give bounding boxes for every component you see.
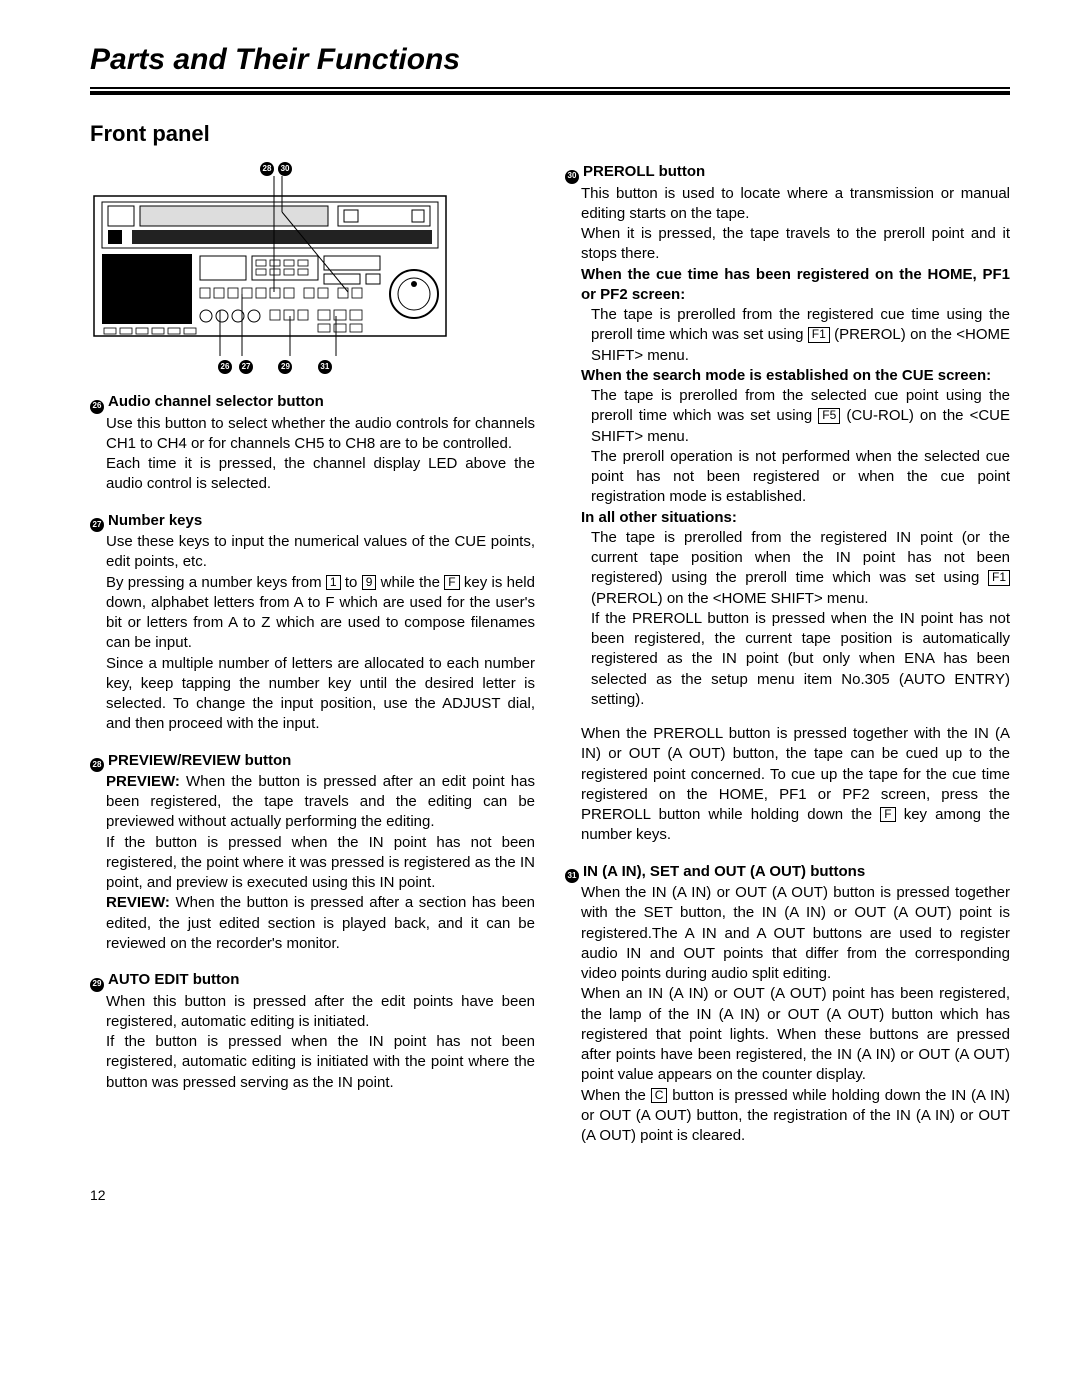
item-28-review: REVIEW: When the button is pressed after… [90, 893, 535, 954]
item-26-title: Audio channel selector button [108, 393, 324, 410]
item-28-preview: PREVIEW: When the button is pressed afte… [90, 772, 535, 833]
rule-top [90, 87, 1010, 89]
callout-31: 31 [318, 360, 332, 374]
key-9: 9 [362, 575, 377, 590]
item-30-title: PREROLL button [583, 163, 705, 180]
item-29-head: 29 AUTO EDIT button [90, 970, 535, 991]
item-26-body-2: Each time it is pressed, the channel dis… [90, 454, 535, 495]
item-26-num-icon: 26 [90, 400, 104, 414]
item-30-h2: When the search mode is established on t… [565, 366, 1010, 386]
key-f1b: F1 [988, 570, 1010, 585]
key-c: C [651, 1088, 668, 1103]
section-subtitle: Front panel [90, 119, 1010, 149]
key-f-c: F [880, 807, 895, 822]
item-30-b3: The tape is prerolled from the registere… [565, 528, 1010, 609]
txt: When the [581, 1087, 651, 1104]
front-panel-diagram [90, 176, 535, 356]
item-26-body-1: Use this button to select whether the au… [90, 414, 535, 455]
item-27-body-1: Use these keys to input the numerical va… [90, 532, 535, 573]
item-31: 31 IN (A IN), SET and OUT (A OUT) buttons… [565, 862, 1010, 1147]
key-f: F [444, 575, 459, 590]
diagram-callouts-bottom: 26 27 29 31 [218, 360, 535, 374]
item-29: 29 AUTO EDIT button When this button is p… [90, 970, 535, 1093]
item-28: 28 PREVIEW/REVIEW button PREVIEW: When th… [90, 751, 535, 955]
item-31-p1: When the IN (A IN) or OUT (A OUT) button… [565, 883, 1010, 984]
txt: By pressing a number keys from [106, 574, 326, 591]
item-28-head: 28 PREVIEW/REVIEW button [90, 751, 535, 772]
item-27: 27 Number keys Use these keys to input th… [90, 511, 535, 735]
item-27-body-2: By pressing a number keys from 1 to 9 wh… [90, 573, 535, 654]
callout-28: 28 [260, 162, 274, 176]
rule-bottom [90, 91, 1010, 95]
item-28-title: PREVIEW/REVIEW button [108, 752, 291, 769]
item-30-b2: The tape is prerolled from the selected … [565, 386, 1010, 447]
item-30-p1: This button is used to locate where a tr… [565, 184, 1010, 225]
two-column-layout: 28 30 [90, 162, 1010, 1162]
item-28-num-icon: 28 [90, 758, 104, 772]
left-column: 28 30 [90, 162, 535, 1162]
item-30-b1: The tape is prerolled from the registere… [565, 305, 1010, 366]
item-30-p3: When the PREROLL button is pressed toget… [565, 724, 1010, 846]
callout-27: 27 [239, 360, 253, 374]
txt: When the button is pressed after a secti… [106, 894, 535, 952]
item-29-body-2: If the button is pressed when the IN poi… [90, 1032, 535, 1093]
txt: to [341, 574, 362, 591]
item-26: 26 Audio channel selector button Use this… [90, 392, 535, 494]
page-number: 12 [90, 1186, 1010, 1205]
item-27-title: Number keys [108, 512, 202, 529]
item-31-p2: When an IN (A IN) or OUT (A OUT) point h… [565, 984, 1010, 1085]
right-column: 30 PREROLL button This button is used to … [565, 162, 1010, 1162]
item-31-p3: When the C button is pressed while holdi… [565, 1086, 1010, 1147]
item-29-title: AUTO EDIT button [108, 971, 239, 988]
item-30-h1: When the cue time has been registered on… [565, 265, 1010, 306]
item-30-p2: When it is pressed, the tape travels to … [565, 224, 1010, 265]
item-30-num-icon: 30 [565, 170, 579, 184]
item-30-b3c: If the PREROLL button is pressed when th… [565, 609, 1010, 710]
item-31-num-icon: 31 [565, 869, 579, 883]
callout-30: 30 [278, 162, 292, 176]
item-31-head: 31 IN (A IN), SET and OUT (A OUT) buttons [565, 862, 1010, 883]
item-30-h3: In all other situations: [565, 508, 1010, 528]
page-title: Parts and Their Functions [90, 40, 1010, 81]
txt: while the [376, 574, 444, 591]
preview-label: PREVIEW: [106, 773, 180, 790]
item-28-preview2: If the button is pressed when the IN poi… [90, 833, 535, 894]
item-27-head: 27 Number keys [90, 511, 535, 532]
callout-29: 29 [278, 360, 292, 374]
key-f5: F5 [818, 408, 840, 423]
item-30: 30 PREROLL button This button is used to … [565, 162, 1010, 845]
key-1: 1 [326, 575, 341, 590]
item-26-head: 26 Audio channel selector button [90, 392, 535, 413]
review-label: REVIEW: [106, 894, 170, 911]
callout-26: 26 [218, 360, 232, 374]
item-30-head: 30 PREROLL button [565, 162, 1010, 183]
txt: (PREROL) on the <HOME SHIFT> menu. [591, 590, 869, 607]
item-30-b2c: The preroll operation is not performed w… [565, 447, 1010, 508]
diagram-callouts-top: 28 30 [260, 162, 535, 176]
item-31-title: IN (A IN), SET and OUT (A OUT) buttons [583, 863, 865, 880]
item-27-body-3: Since a multiple number of letters are a… [90, 654, 535, 735]
key-f1: F1 [808, 327, 830, 342]
item-29-body-1: When this button is pressed after the ed… [90, 992, 535, 1033]
txt: The tape is prerolled from the registere… [591, 529, 1010, 587]
item-27-num-icon: 27 [90, 518, 104, 532]
item-29-num-icon: 29 [90, 978, 104, 992]
